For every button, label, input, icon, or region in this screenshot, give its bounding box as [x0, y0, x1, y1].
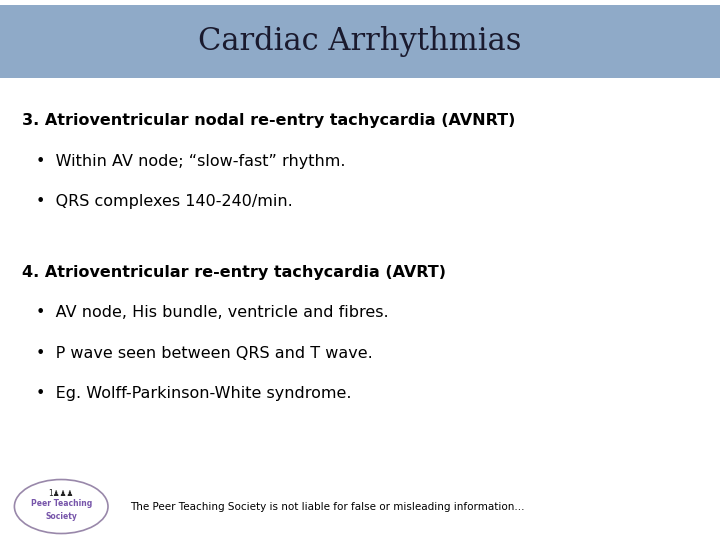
Text: •  P wave seen between QRS and T wave.: • P wave seen between QRS and T wave. — [36, 346, 373, 361]
Text: The Peer Teaching Society is not liable for false or misleading information...: The Peer Teaching Society is not liable … — [130, 502, 524, 511]
Text: Cardiac Arrhythmias: Cardiac Arrhythmias — [198, 26, 522, 57]
Text: •  QRS complexes 140-240/min.: • QRS complexes 140-240/min. — [36, 194, 293, 210]
Text: •  AV node, His bundle, ventricle and fibres.: • AV node, His bundle, ventricle and fib… — [36, 305, 389, 320]
Text: •  Eg. Wolff-Parkinson-White syndrome.: • Eg. Wolff-Parkinson-White syndrome. — [36, 386, 351, 401]
Text: 1♟♟♟: 1♟♟♟ — [48, 489, 74, 497]
Text: •  Within AV node; “slow-fast” rhythm.: • Within AV node; “slow-fast” rhythm. — [36, 154, 346, 169]
Bar — [0, 5, 720, 78]
Text: 3. Atrioventricular nodal re-entry tachycardia (AVNRT): 3. Atrioventricular nodal re-entry tachy… — [22, 113, 515, 129]
Ellipse shape — [14, 480, 108, 534]
Text: Peer Teaching: Peer Teaching — [30, 500, 92, 508]
Text: 4. Atrioventricular re-entry tachycardia (AVRT): 4. Atrioventricular re-entry tachycardia… — [22, 265, 446, 280]
Text: Society: Society — [45, 512, 77, 521]
